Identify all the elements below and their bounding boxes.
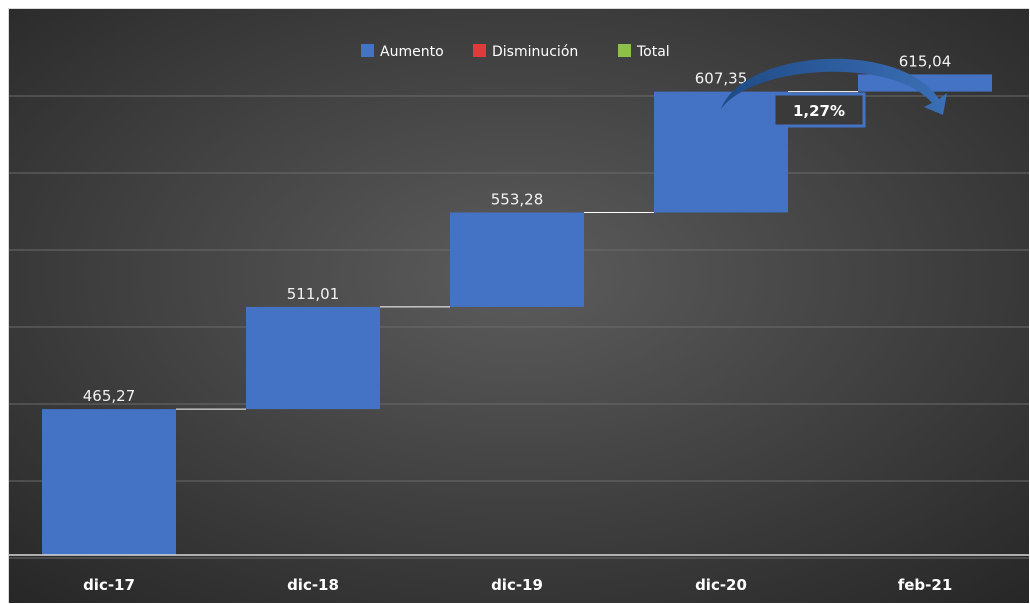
callout-box (772, 92, 866, 128)
category-labels: dic-17 dic-18 dic-19 dic-20 feb-21 (83, 576, 952, 594)
bar-dic-20 (654, 91, 788, 213)
category-label: dic-17 (83, 576, 135, 594)
data-label: 615,04 (899, 52, 952, 70)
legend-swatch (361, 44, 374, 57)
bar-dic-18 (246, 306, 380, 410)
category-label: feb-21 (898, 576, 953, 594)
growth-callout: 1,27% (721, 58, 947, 128)
data-label: 511,01 (287, 285, 340, 303)
data-label: 553,28 (491, 190, 544, 208)
bars (42, 74, 992, 555)
data-labels: 465,27 511,01 553,28 607,35 615,04 (83, 52, 952, 405)
data-label: 607,35 (695, 70, 748, 88)
legend-label: Total (636, 44, 670, 60)
connector-lines (176, 91, 858, 410)
bar-dic-17 (42, 409, 176, 555)
legend-swatch (473, 44, 486, 57)
category-label: dic-20 (695, 576, 747, 594)
legend-label: Aumento (380, 44, 444, 60)
bar-dic-19 (450, 212, 584, 307)
category-label: dic-19 (491, 576, 543, 594)
legend: Aumento Disminución Total (361, 44, 670, 60)
chart-area: 465,27 511,01 553,28 607,35 615,04 dic-17 dic… (8, 8, 1029, 603)
category-label: dic-18 (287, 576, 339, 594)
data-label: 465,27 (83, 387, 136, 405)
callout-percentage: 1,27% (793, 102, 845, 120)
curved-arrow-icon (721, 58, 947, 115)
legend-swatch (618, 44, 631, 57)
legend-label: Disminución (492, 44, 578, 60)
